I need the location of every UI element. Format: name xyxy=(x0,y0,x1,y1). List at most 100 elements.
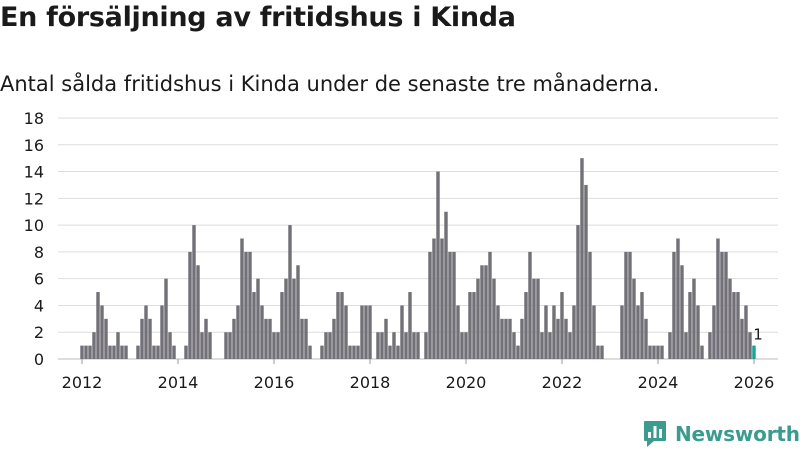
bar xyxy=(504,318,508,359)
bar xyxy=(272,332,276,359)
y-tick-label: 6 xyxy=(34,270,44,289)
bar xyxy=(240,238,244,359)
bar xyxy=(732,292,736,359)
y-tick-label: 16 xyxy=(24,136,44,155)
bar xyxy=(728,278,732,359)
bar xyxy=(716,238,720,359)
y-tick-label: 10 xyxy=(24,216,44,235)
bar xyxy=(296,265,300,359)
bar xyxy=(256,278,260,359)
x-tick-label: 2020 xyxy=(446,373,487,392)
x-tick-label: 2022 xyxy=(542,373,583,392)
bar xyxy=(468,292,472,359)
bar-latest xyxy=(752,345,756,359)
bar xyxy=(544,305,548,359)
y-tick-label: 4 xyxy=(34,296,44,315)
bar xyxy=(244,251,248,359)
bar xyxy=(400,305,404,359)
bar xyxy=(456,305,460,359)
bar xyxy=(304,318,308,359)
bar xyxy=(556,318,560,359)
bar xyxy=(496,305,500,359)
bar xyxy=(584,184,588,359)
newsworthy-brand[interactable]: Newsworthy xyxy=(643,419,800,449)
y-tick-label: 0 xyxy=(34,350,44,369)
bar xyxy=(264,318,268,359)
bar xyxy=(116,332,120,359)
bar xyxy=(96,292,100,359)
bar xyxy=(248,251,252,359)
bar xyxy=(528,251,532,359)
bar xyxy=(156,345,160,359)
bar xyxy=(656,345,660,359)
bar xyxy=(472,292,476,359)
bar xyxy=(540,332,544,359)
bar xyxy=(252,292,256,359)
bar xyxy=(160,305,164,359)
x-tick-label: 2018 xyxy=(350,373,391,392)
bar xyxy=(384,318,388,359)
bar xyxy=(108,345,112,359)
bar xyxy=(648,345,652,359)
bar xyxy=(488,251,492,359)
bar xyxy=(236,305,240,359)
bar xyxy=(200,332,204,359)
bar xyxy=(744,305,748,359)
y-tick-label: 12 xyxy=(24,189,44,208)
bar xyxy=(620,305,624,359)
bar xyxy=(100,305,104,359)
bars xyxy=(80,158,756,359)
bar xyxy=(600,345,604,359)
bar xyxy=(92,332,96,359)
bar xyxy=(352,345,356,359)
bar xyxy=(588,251,592,359)
bar xyxy=(636,305,640,359)
y-tick-label: 8 xyxy=(34,243,44,262)
bar xyxy=(364,305,368,359)
bar xyxy=(700,345,704,359)
bar xyxy=(476,278,480,359)
x-tick-label: 2014 xyxy=(158,373,199,392)
bar xyxy=(196,265,200,359)
bar xyxy=(268,318,272,359)
bar xyxy=(412,332,416,359)
bar xyxy=(340,292,344,359)
bar xyxy=(464,332,468,359)
bar xyxy=(120,345,124,359)
bar xyxy=(512,332,516,359)
bar xyxy=(576,225,580,359)
bar xyxy=(396,345,400,359)
bar xyxy=(404,332,408,359)
bar xyxy=(484,265,488,359)
bar xyxy=(424,332,428,359)
bar xyxy=(348,345,352,359)
bar xyxy=(84,345,88,359)
bar xyxy=(508,318,512,359)
bar xyxy=(280,292,284,359)
y-tick-label: 14 xyxy=(24,163,44,182)
newsworthy-logo-icon xyxy=(644,421,666,447)
bar xyxy=(632,278,636,359)
bar xyxy=(80,345,84,359)
bar xyxy=(644,318,648,359)
bar xyxy=(324,332,328,359)
bar xyxy=(660,345,664,359)
bar xyxy=(720,251,724,359)
bar xyxy=(596,345,600,359)
bar xyxy=(628,251,632,359)
bar xyxy=(452,251,456,359)
x-axis-ticks: 2012 2014 2016 2018 2020 2022 2024 2026 xyxy=(62,359,774,392)
bar xyxy=(436,171,440,359)
bar xyxy=(260,305,264,359)
bar xyxy=(668,332,672,359)
bar xyxy=(204,318,208,359)
bar xyxy=(480,265,484,359)
bar xyxy=(228,332,232,359)
y-axis-ticks: 0 2 4 6 8 10 12 14 16 18 xyxy=(24,109,44,369)
bar xyxy=(292,278,296,359)
bar xyxy=(428,251,432,359)
bar xyxy=(572,305,576,359)
bar xyxy=(376,332,380,359)
bar xyxy=(104,318,108,359)
bar xyxy=(724,251,728,359)
